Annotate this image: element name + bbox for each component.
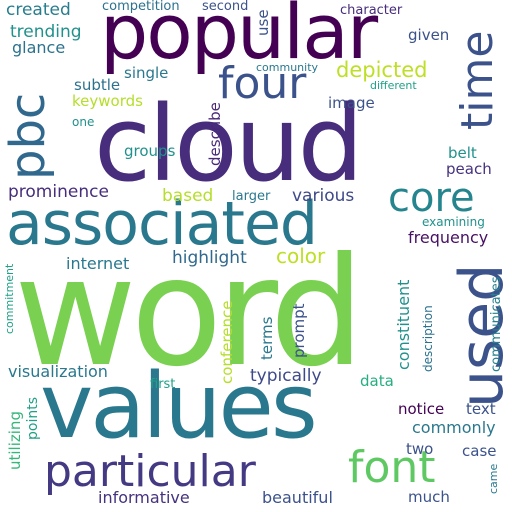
word-terms: terms	[258, 316, 276, 360]
word-case: case	[462, 442, 497, 460]
word-given: given	[408, 26, 450, 44]
word-depicted: depicted	[336, 58, 428, 82]
word-community: community	[256, 61, 319, 74]
word-competition: competition	[102, 0, 180, 14]
word-two: two	[406, 440, 434, 458]
word-commonly: commonly	[412, 418, 496, 437]
word-commitment: commitment	[3, 263, 16, 334]
word-popular: popular	[100, 0, 378, 76]
word-internet: internet	[66, 254, 130, 273]
word-examining: examining	[422, 215, 485, 229]
word-text: text	[466, 400, 496, 418]
word-describe: describe	[206, 102, 224, 166]
word-use: use	[254, 9, 272, 36]
word-belt: belt	[448, 144, 477, 162]
word-subtle: subtle	[74, 76, 121, 94]
word-came: came	[487, 463, 500, 494]
word-color: color	[276, 244, 326, 268]
word-prominence: prominence	[8, 182, 109, 202]
word-four: four	[218, 58, 307, 109]
word-character: character	[340, 3, 403, 18]
word-frequency: frequency	[408, 228, 489, 247]
word-pbc: pbc	[0, 92, 56, 180]
word-single: single	[124, 64, 169, 82]
word-time: time	[452, 30, 503, 130]
word-font: font	[348, 442, 436, 493]
word-various: various	[292, 186, 355, 206]
word-one: one	[72, 115, 95, 129]
word-much: much	[408, 488, 450, 506]
word-peach: peach	[446, 160, 492, 178]
word-trending: trending	[10, 22, 82, 42]
word-prompt: prompt	[290, 303, 308, 358]
word-first: first	[150, 377, 176, 392]
word-data: data	[360, 372, 394, 390]
word-core: core	[388, 175, 475, 221]
word-utilizing: utilizing	[6, 411, 24, 470]
word-typically: typically	[250, 366, 322, 386]
word-larger: larger	[232, 189, 271, 204]
word-second: second	[202, 0, 249, 14]
word-values: values	[40, 354, 318, 459]
word-notice: notice	[398, 400, 445, 418]
word-glance: glance	[12, 38, 66, 57]
word-informative: informative	[98, 488, 190, 507]
word-points: points	[25, 397, 41, 440]
word-constituent: constituent	[394, 279, 413, 370]
word-image: image	[328, 94, 375, 112]
word-communicates: communicates	[489, 276, 504, 372]
word-visualization: visualization	[8, 362, 108, 381]
word-different: different	[370, 79, 417, 92]
word-keywords: keywords	[72, 92, 143, 110]
word-cloud: cloud	[94, 83, 364, 205]
word-associated: associated	[6, 189, 318, 259]
word-beautiful: beautiful	[262, 488, 333, 507]
word-description: description	[421, 305, 435, 372]
word-particular: particular	[44, 446, 256, 497]
word-based: based	[162, 186, 214, 206]
word-word: word	[14, 226, 365, 400]
word-created: created	[6, 0, 71, 20]
word-highlight: highlight	[172, 248, 247, 268]
word-conference: conference	[218, 300, 236, 385]
word-groups: groups	[124, 142, 176, 160]
